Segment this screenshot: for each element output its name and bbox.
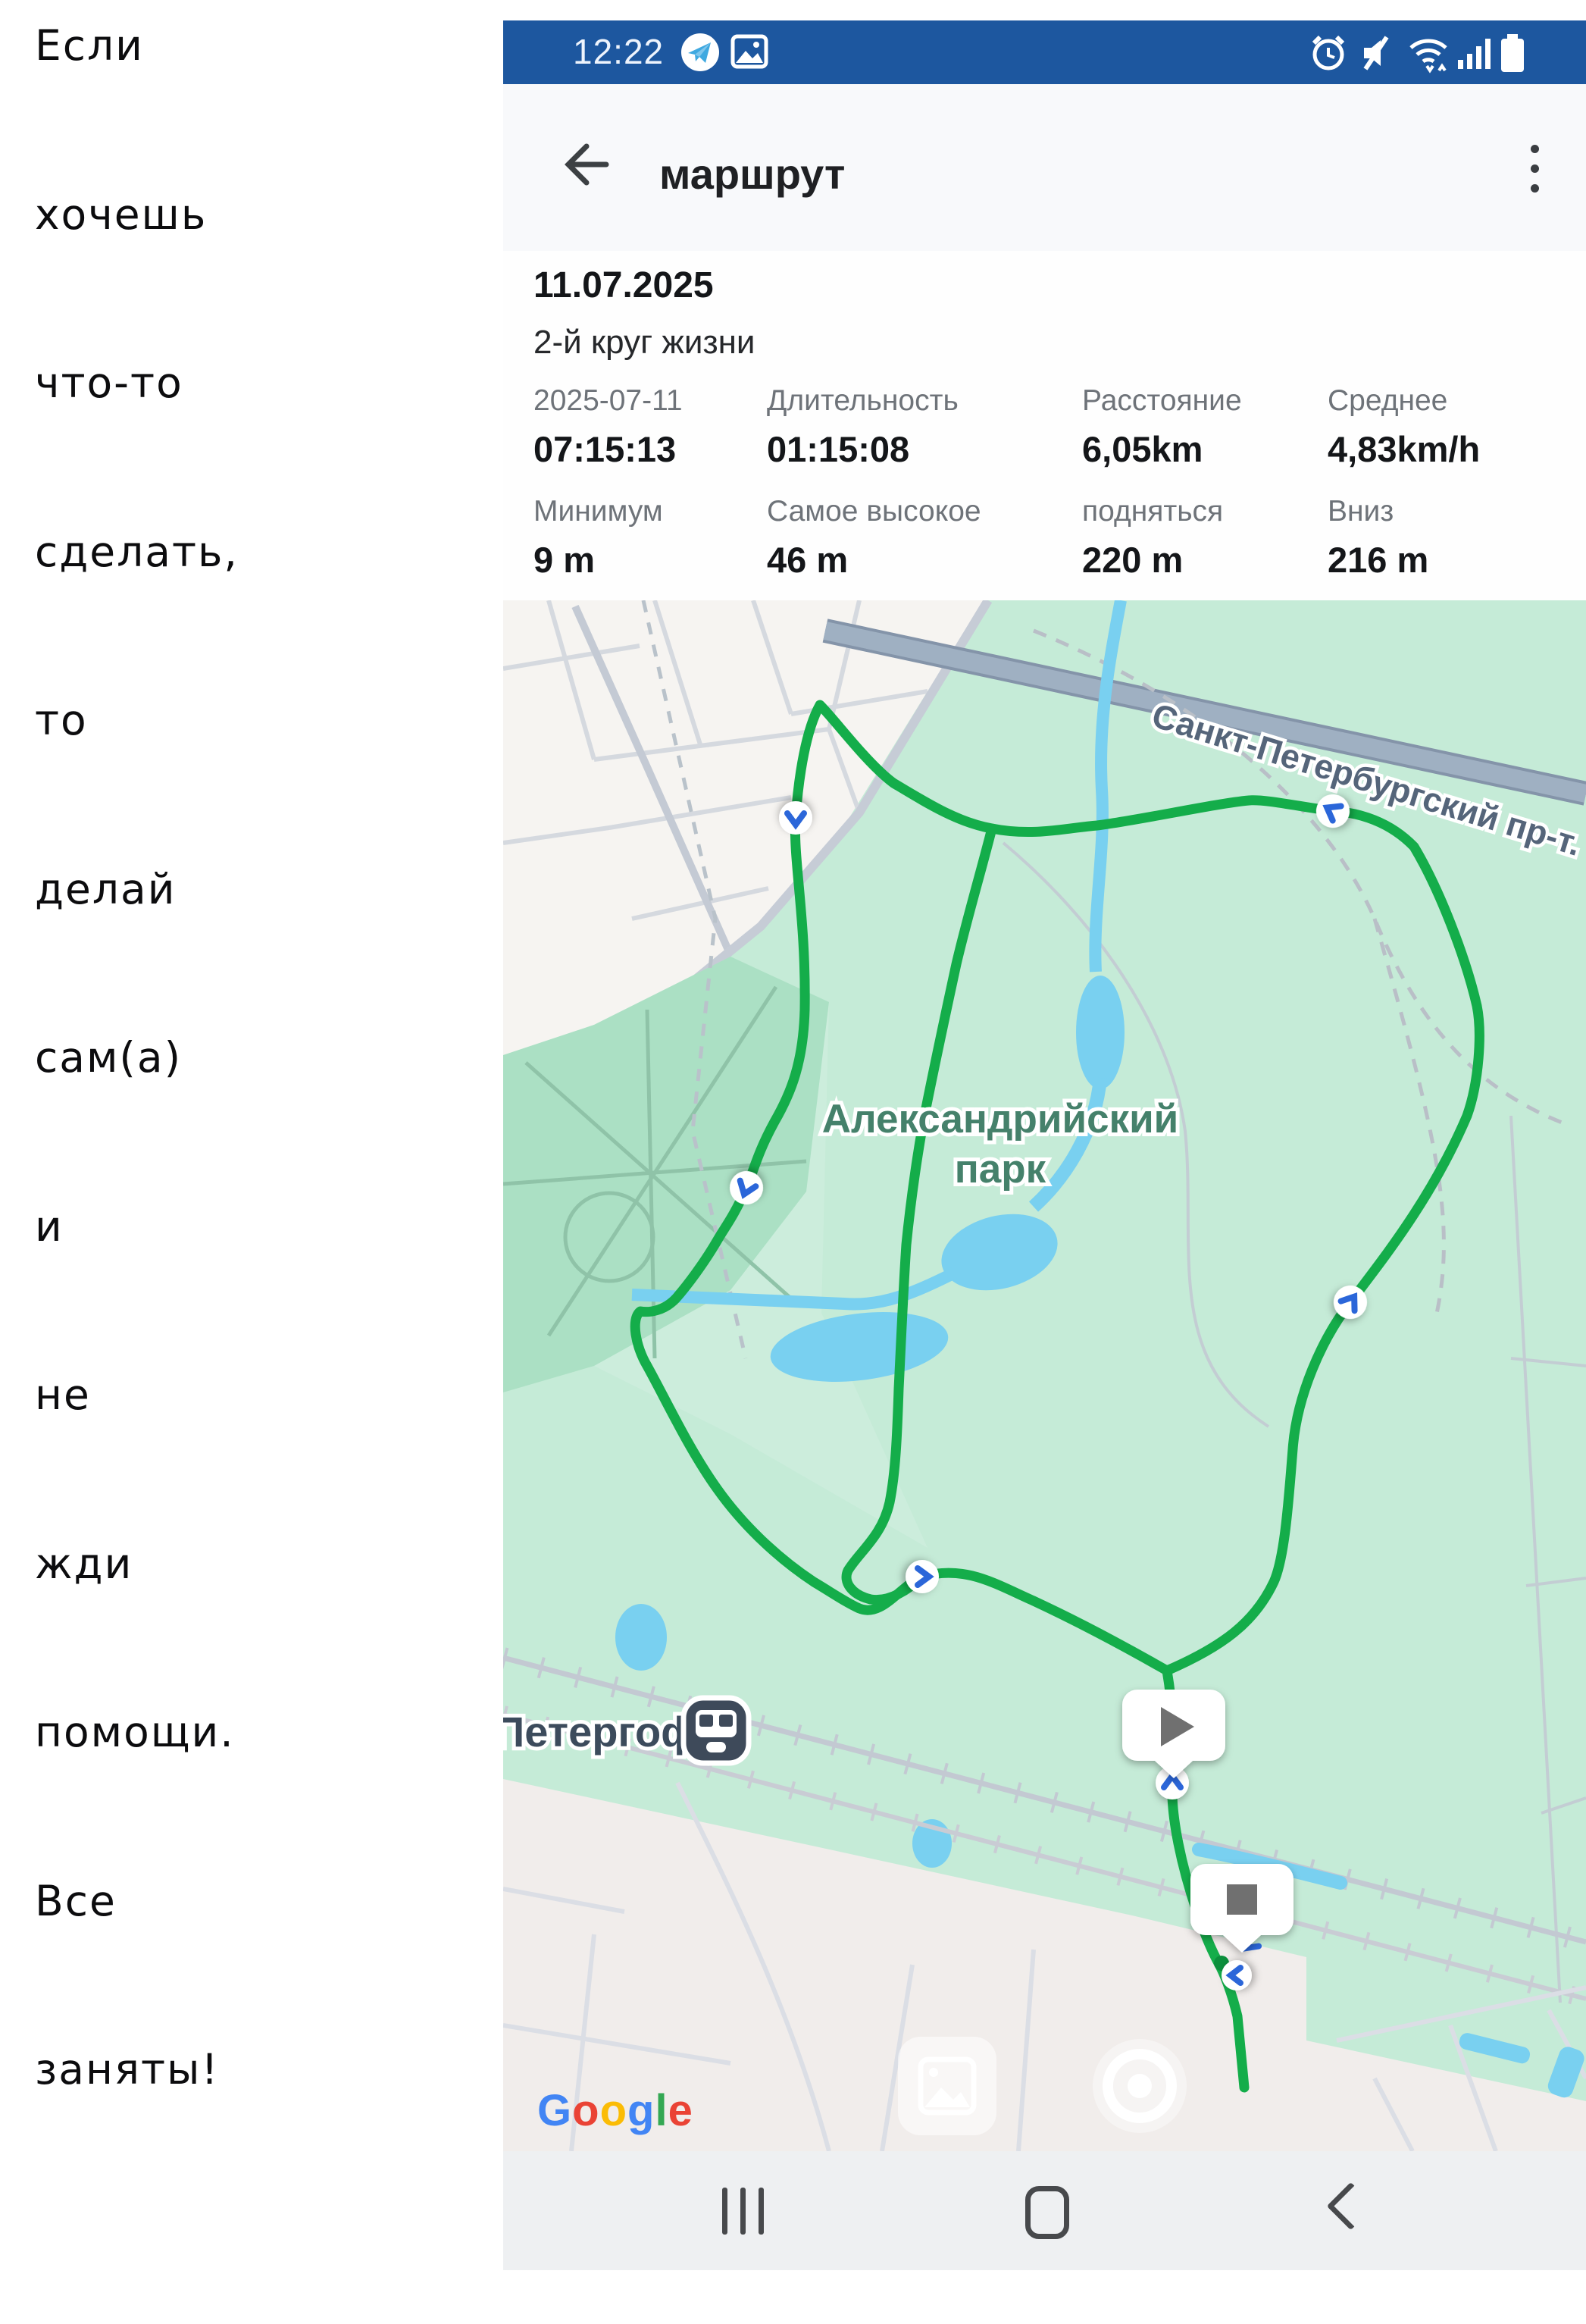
quote-word: то bbox=[35, 696, 88, 744]
pond bbox=[615, 1604, 667, 1671]
stat-start-time: 2025-07-11 07:15:13 bbox=[533, 384, 683, 469]
route-name: 2-й круг жизни bbox=[533, 324, 755, 361]
quote-word: помощи. bbox=[35, 1708, 235, 1756]
photo-layer-button[interactable] bbox=[898, 2037, 996, 2135]
gallery-icon bbox=[730, 34, 768, 69]
quote-word: что-то bbox=[35, 359, 183, 407]
record-ring-icon bbox=[1103, 2049, 1177, 2123]
direction-markers bbox=[730, 794, 1367, 1990]
back-button[interactable] bbox=[553, 134, 614, 195]
stop-icon bbox=[1227, 1884, 1257, 1915]
urban-area bbox=[503, 1779, 1586, 2151]
telegram-icon bbox=[681, 33, 719, 71]
stat-average-speed: Среднее 4,83km/h bbox=[1328, 384, 1481, 469]
play-marker[interactable] bbox=[1122, 1690, 1225, 1778]
clock-time: 12:22 bbox=[573, 32, 665, 71]
quote-word: сам(а) bbox=[35, 1033, 183, 1082]
route-date: 11.07.2025 bbox=[533, 265, 714, 305]
alarm-icon bbox=[1312, 35, 1345, 70]
railway bbox=[503, 1647, 1586, 2008]
quote-word: жди bbox=[35, 1539, 133, 1588]
android-back-button[interactable] bbox=[1287, 2151, 1408, 2270]
stat-descent: Вниз 216 m bbox=[1328, 495, 1429, 580]
trail-dashed bbox=[1372, 918, 1446, 1321]
menu-kebab-button[interactable] bbox=[1511, 137, 1556, 205]
stat-ascent: подняться 220 m bbox=[1082, 495, 1224, 580]
map-view[interactable]: Санкт-Петербургский пр-т. bbox=[503, 600, 1586, 2151]
stat-duration: Длительность 01:15:08 bbox=[767, 384, 959, 469]
signal-icon bbox=[1458, 39, 1491, 69]
park-label: Александрийский парк bbox=[818, 1093, 1183, 1195]
road-spb-prospekt bbox=[822, 619, 1586, 806]
quote-word: сделать, bbox=[35, 528, 239, 576]
water-bit bbox=[1547, 2047, 1584, 2098]
battery-icon bbox=[1501, 34, 1524, 72]
town-label: Петергоф bbox=[503, 1695, 752, 1766]
wifi-icon bbox=[1409, 39, 1447, 74]
quote-word: не bbox=[35, 1370, 91, 1419]
route-summary: 11.07.2025 2-й круг жизни 2025-07-11 07:1… bbox=[503, 251, 1586, 600]
quote-word: делай bbox=[35, 865, 177, 913]
page-title: маршрут bbox=[659, 150, 846, 198]
photo-icon bbox=[924, 2088, 970, 2107]
park-trails bbox=[1002, 841, 1586, 2003]
svg-text:Петергоф: Петергоф bbox=[503, 1708, 698, 1756]
google-logo[interactable]: Google bbox=[537, 2086, 693, 2135]
app-header: маршрут bbox=[503, 84, 1586, 251]
mute-icon bbox=[1363, 36, 1389, 70]
trail-dashed bbox=[641, 600, 748, 1359]
svg-text:парк: парк bbox=[955, 1147, 1046, 1192]
home-button[interactable] bbox=[983, 2151, 1104, 2270]
garden-area bbox=[503, 957, 829, 1392]
station-icon bbox=[680, 1695, 752, 1766]
stat-min-elevation: Минимум 9 m bbox=[533, 495, 663, 580]
water-bit bbox=[1459, 2033, 1531, 2064]
quote-word: заняты! bbox=[35, 2045, 220, 2094]
record-button[interactable] bbox=[1093, 2039, 1187, 2133]
svg-text:Александрийский: Александрийский bbox=[822, 1097, 1179, 1142]
stat-distance: Расстояние 6,05km bbox=[1082, 384, 1242, 469]
quote-word: и bbox=[35, 1202, 64, 1251]
quote-word: хочешь bbox=[35, 190, 208, 239]
stop-marker[interactable] bbox=[1190, 1864, 1294, 1953]
phone-screenshot: 12:22 bbox=[503, 20, 1586, 2270]
android-nav-bar bbox=[503, 2151, 1586, 2270]
stat-max-elevation: Самое высокое 46 m bbox=[767, 495, 981, 580]
quote-word: Если bbox=[35, 21, 144, 70]
recents-button[interactable] bbox=[683, 2151, 804, 2270]
play-icon bbox=[1161, 1707, 1194, 1746]
quote-word: Все bbox=[35, 1877, 117, 1925]
status-bar: 12:22 bbox=[503, 20, 1586, 84]
